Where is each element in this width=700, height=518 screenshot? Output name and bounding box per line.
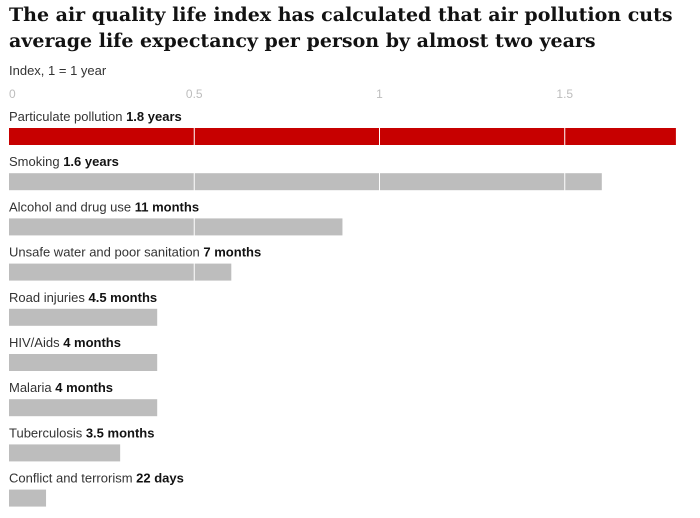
category-value-label: 1.8 years (126, 109, 182, 124)
bar-smoking (9, 173, 602, 191)
category-label: Alcohol and drug use 11 months (9, 199, 199, 214)
x-tick-label: 1.5 (556, 87, 573, 101)
category-name: Conflict and terrorism (9, 471, 136, 486)
category-name: HIV/Aids (9, 335, 63, 350)
chart-title: The air quality life index has calculate… (9, 4, 673, 52)
category-label: Malaria 4 months (9, 380, 113, 395)
category-name: Tuberculosis (9, 425, 86, 440)
category-name: Smoking (9, 154, 63, 169)
x-tick-label: 1 (376, 87, 383, 101)
bar-road-injuries (9, 308, 158, 326)
category-label: Smoking 1.6 years (9, 154, 119, 169)
category-name: Unsafe water and poor sanitation (9, 245, 203, 260)
category-label: HIV/Aids 4 months (9, 335, 121, 350)
category-name: Malaria (9, 380, 55, 395)
x-tick-label: 0.5 (186, 87, 203, 101)
category-name: Particulate pollution (9, 109, 126, 124)
category-name: Alcohol and drug use (9, 199, 135, 214)
bar-alcohol-and-drug-use (9, 218, 343, 236)
category-label: Conflict and terrorism 22 days (9, 471, 184, 486)
category-name: Road injuries (9, 290, 89, 305)
bar-hiv-aids (9, 354, 158, 371)
x-tick-label: 0 (9, 87, 16, 101)
category-value-label: 22 days (136, 471, 184, 486)
bar-malaria (9, 399, 158, 417)
category-value-label: 4 months (63, 335, 121, 350)
bar-tuberculosis (9, 444, 121, 462)
category-label: Road injuries 4.5 months (9, 290, 157, 305)
category-value-label: 1.6 years (63, 154, 119, 169)
category-value-label: 11 months (135, 199, 199, 214)
category-value-label: 4 months (55, 380, 113, 395)
bar-particulate-pollution (9, 128, 676, 145)
category-value-label: 4.5 months (89, 290, 158, 305)
category-value-label: 7 months (203, 245, 261, 260)
category-value-label: 3.5 months (86, 425, 155, 440)
bar-conflict-and-terrorism (9, 489, 47, 507)
category-label: Tuberculosis 3.5 months (9, 425, 154, 440)
category-label: Unsafe water and poor sanitation 7 month… (9, 245, 261, 260)
chart-subtitle: Index, 1 = 1 year (9, 63, 107, 78)
bar-unsafe-water-and-poor-sanitation (9, 263, 232, 281)
category-label: Particulate pollution 1.8 years (9, 109, 182, 124)
